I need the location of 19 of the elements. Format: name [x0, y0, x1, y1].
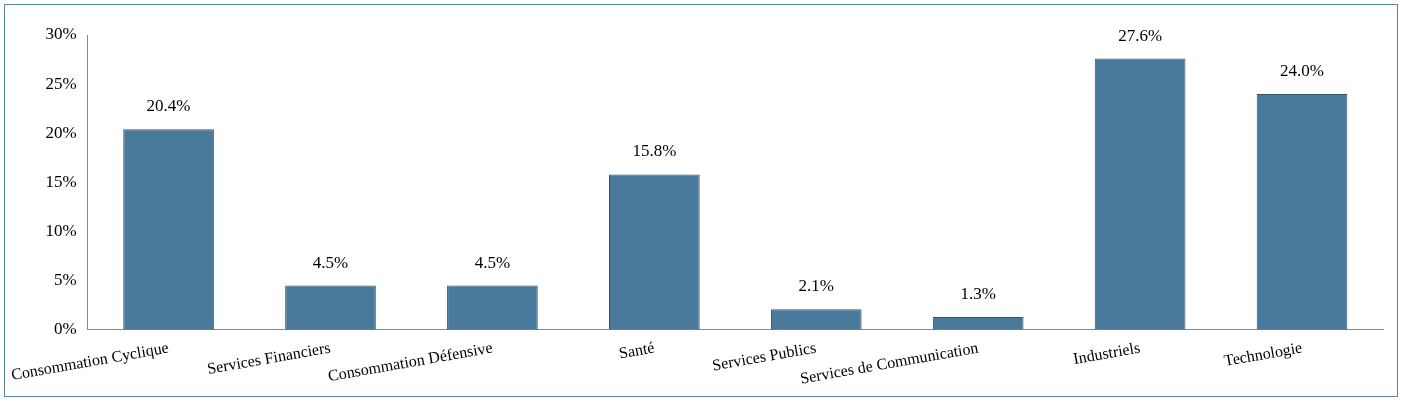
data-label: 15.8% [632, 141, 677, 161]
data-label: 24.0% [1280, 60, 1324, 80]
x-tick-label: Consommation Cyclique [9, 338, 170, 384]
y-tick-label: 0% [53, 319, 77, 339]
y-tick-label: 20% [45, 122, 77, 142]
data-label: 20.4% [146, 96, 191, 116]
y-tick-label: 15% [45, 171, 77, 191]
y-tick-label: 10% [45, 220, 77, 240]
data-label: 4.5% [474, 252, 511, 272]
y-tick-label: 5% [53, 270, 77, 290]
data-label: 2.1% [798, 276, 834, 296]
y-tick-label: 30% [45, 24, 77, 44]
x-tick-label: Santé [617, 338, 656, 362]
y-tick-label: 25% [45, 73, 77, 93]
data-label: 27.6% [1118, 25, 1163, 45]
x-tick-label: Industriels [1071, 338, 1142, 368]
data-label: 4.5% [312, 252, 349, 272]
x-tick-label: Technologie [1222, 338, 1304, 370]
data-label: 1.3% [960, 283, 996, 303]
